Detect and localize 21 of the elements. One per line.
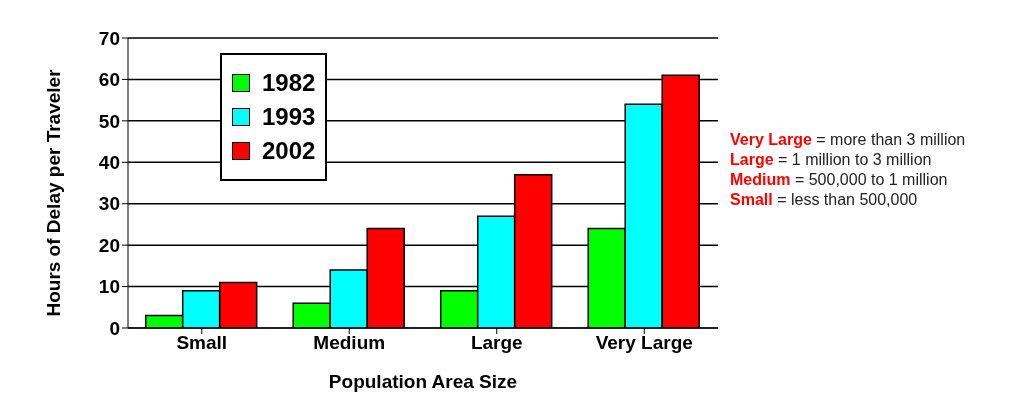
- legend-label: 1993: [262, 103, 316, 131]
- text: Large = 1 million to 3 million: [730, 150, 933, 170]
- y-tick-label: 40: [98, 152, 120, 174]
- x-tick-label: Very Large: [595, 332, 693, 354]
- y-tick-label: 30: [98, 193, 120, 215]
- legend-label: 1982: [262, 69, 316, 97]
- y-tick-label: 70: [98, 27, 120, 49]
- y-tick-label: 60: [98, 69, 120, 91]
- x-tick-label: Large: [470, 332, 523, 354]
- legend-label: 2002: [262, 137, 316, 165]
- x-tick-label: Medium: [313, 332, 386, 354]
- y-tick-label: 10: [98, 276, 120, 298]
- y-tick-label: 50: [98, 110, 120, 132]
- y-tick-label: 20: [98, 234, 120, 256]
- text: Small = less than 500,000: [730, 190, 919, 210]
- x-tick-label: Small: [176, 332, 228, 354]
- y-axis-title: Hours of Delay per Traveler: [42, 69, 65, 317]
- y-tick-label: 0: [109, 317, 120, 339]
- x-axis-title: Population Area Size: [328, 371, 518, 392]
- text: Medium = 500,000 to 1 million: [730, 170, 949, 190]
- text: Very Large = more than 3 million: [730, 130, 966, 150]
